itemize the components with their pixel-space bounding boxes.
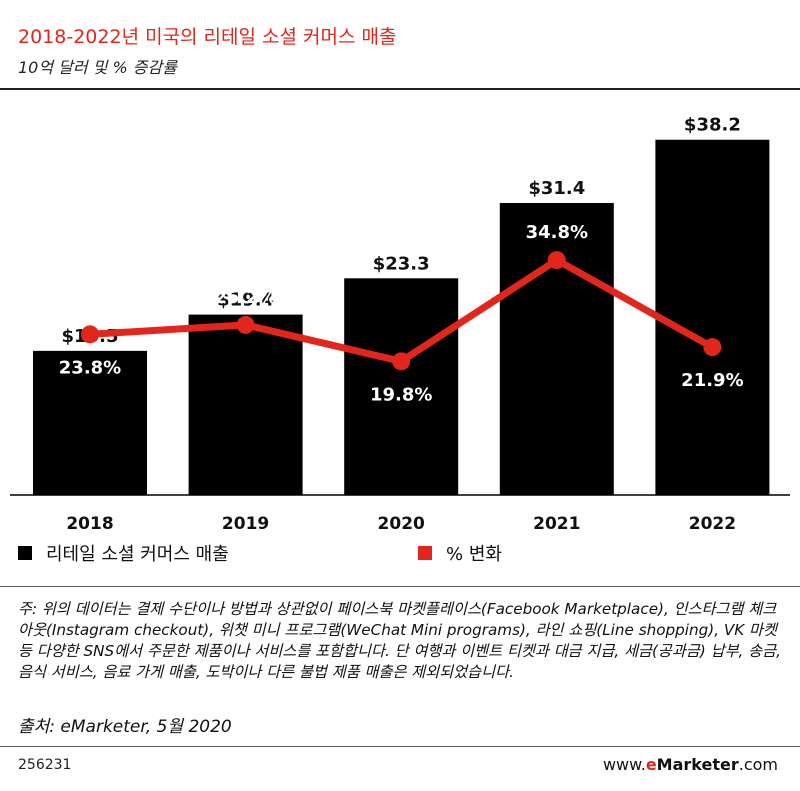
pct-value-label-2021: 34.8% (526, 222, 588, 243)
x-tick-label-2020: 2020 (378, 514, 425, 534)
brand-url[interactable]: www.eMarketer.com (603, 755, 778, 774)
chart-id: 256231 (18, 757, 72, 773)
top-divider (0, 88, 800, 90)
legend-item-pct: % 변화 (418, 540, 502, 566)
brand-name: Marketer (656, 755, 739, 774)
x-tick-label-2019: 2019 (222, 514, 269, 534)
x-tick-label-2021: 2021 (533, 514, 580, 534)
bar-2019 (188, 314, 303, 495)
brand-e: e (645, 755, 657, 774)
pct-point-2018 (81, 325, 99, 344)
bar-value-label-2021: $31.4 (528, 178, 585, 199)
legend-label-pct: % 변화 (446, 544, 502, 565)
pct-point-2020 (392, 352, 411, 371)
pct-value-label-2020: 19.8% (370, 384, 432, 405)
chart-title: 2018-2022년 미국의 리테일 소셜 커머스 매출 (18, 26, 397, 48)
x-tick-label-2018: 2018 (66, 514, 113, 534)
legend-label-sales: 리테일 소셜 커머스 매출 (46, 544, 229, 565)
bar-2018 (33, 350, 147, 495)
bar-2022 (655, 139, 770, 496)
bar-2020 (344, 278, 459, 495)
chart-area: $15.52018$19.42019$23.32020$31.42021$38.… (10, 115, 790, 534)
footer-divider (0, 746, 800, 747)
chart-source: 출처: eMarketer, 5월 2020 (18, 717, 232, 737)
chart-note: 주: 위의 데이터는 결제 수단이나 방법과 상관없이 페이스북 마켓플레이스(… (18, 600, 781, 681)
pct-value-label-2022: 21.9% (681, 370, 743, 391)
brand-url-prefix: www. (602, 755, 646, 774)
pct-value-label-2019: 25.2% (214, 287, 276, 308)
legend: 리테일 소셜 커머스 매출 % 변화 (0, 540, 800, 570)
bar-2021 (499, 202, 614, 495)
pct-point-2019 (236, 315, 255, 334)
pct-point-2021 (547, 251, 566, 270)
x-tick-label-2022: 2022 (689, 514, 736, 534)
bar-value-label-2020: $23.3 (373, 253, 430, 274)
legend-item-sales: 리테일 소셜 커머스 매출 (18, 540, 229, 566)
bar-value-label-2019: $19.4 (217, 290, 274, 311)
legend-swatch-sales (18, 546, 32, 560)
bar-value-label-2022: $38.2 (684, 115, 741, 136)
brand-url-suffix: .com (738, 755, 778, 774)
chart-subtitle: 10억 달러 및 % 증감률 (18, 58, 177, 77)
legend-swatch-pct (418, 546, 432, 560)
pct-value-label-2018: 23.8% (59, 357, 121, 378)
note-divider (0, 586, 800, 587)
pct-point-2022 (703, 338, 722, 357)
